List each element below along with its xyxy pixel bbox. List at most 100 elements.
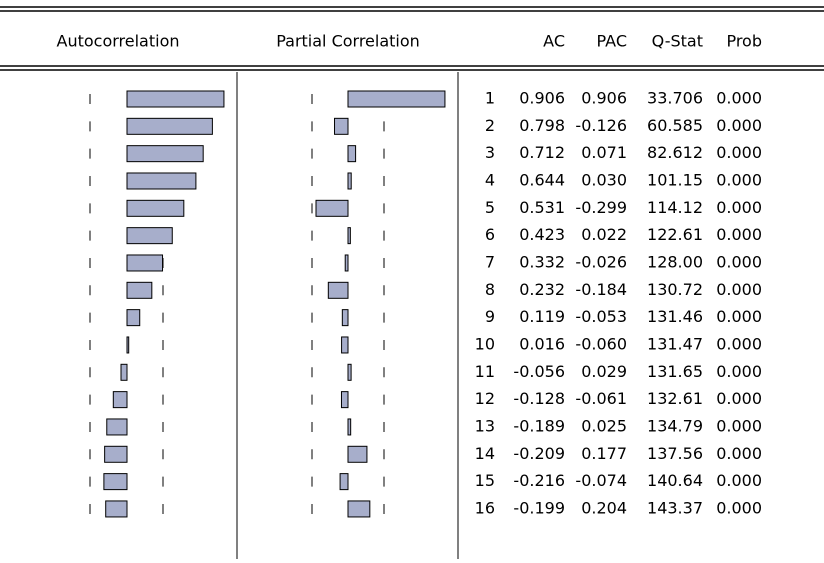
cell: 6	[485, 225, 495, 244]
pac-bar	[347, 500, 371, 518]
ac-bar	[126, 227, 173, 245]
cell: 0.000	[716, 143, 762, 162]
cell: 2	[485, 116, 495, 135]
cell: 140.64	[647, 471, 703, 490]
cell: 132.61	[647, 389, 703, 408]
cell: -0.209	[513, 444, 565, 463]
cell: 0.022	[581, 225, 627, 244]
cell: 0.000	[716, 89, 762, 108]
cell: -0.074	[575, 471, 627, 490]
ac-bar	[126, 254, 164, 272]
cell: -0.061	[575, 389, 627, 408]
cell: 137.56	[647, 444, 703, 463]
pac-bar	[339, 473, 349, 491]
ac-bar	[126, 281, 153, 299]
cell: 0.232	[519, 280, 565, 299]
cell: 0.000	[716, 362, 762, 381]
cell: -0.189	[513, 416, 565, 435]
cell: 130.72	[647, 280, 703, 299]
cell: 0.204	[581, 498, 627, 517]
pac-bar	[347, 90, 446, 108]
ac-bar	[112, 391, 128, 409]
cell: 0.423	[519, 225, 565, 244]
cell: 0.644	[519, 170, 565, 189]
cell: 131.46	[647, 307, 703, 326]
ac-bar	[126, 90, 225, 108]
pac-bar	[347, 172, 352, 190]
ac-bar	[126, 117, 213, 135]
cell: -0.060	[575, 334, 627, 353]
cell: 0.030	[581, 170, 627, 189]
cell: 33.706	[647, 89, 703, 108]
cell: 13	[475, 416, 495, 435]
cell: 60.585	[647, 116, 703, 135]
cell: 82.612	[647, 143, 703, 162]
pac-bar	[315, 199, 349, 217]
pac-bar	[334, 117, 349, 135]
cell: 0.000	[716, 444, 762, 463]
header: Q-Stat	[652, 32, 703, 51]
pac-bar	[341, 309, 349, 327]
cell: 143.37	[647, 498, 703, 517]
cell: 4	[485, 170, 495, 189]
cell: 15	[475, 471, 495, 490]
cell: 131.65	[647, 362, 703, 381]
pac-bar	[347, 363, 352, 381]
pac-bar	[347, 445, 368, 463]
cell: 8	[485, 280, 495, 299]
cell: 0.000	[716, 170, 762, 189]
ac-bar	[106, 418, 128, 436]
ac-bar	[120, 363, 128, 381]
cell: 0.000	[716, 334, 762, 353]
pac-bar	[341, 336, 349, 354]
cell: 128.00	[647, 252, 703, 271]
cell: 0.798	[519, 116, 565, 135]
cell: 1	[485, 89, 495, 108]
cell: 0.000	[716, 225, 762, 244]
ac-bar	[103, 473, 128, 491]
cell: 0.000	[716, 389, 762, 408]
cell: 16	[475, 498, 495, 517]
cell: 0.000	[716, 416, 762, 435]
cell: -0.128	[513, 389, 565, 408]
ac-bar	[104, 445, 128, 463]
cell: 0.332	[519, 252, 565, 271]
cell: 3	[485, 143, 495, 162]
cell: -0.026	[575, 252, 627, 271]
cell: -0.299	[575, 198, 627, 217]
cell: 0.000	[716, 280, 762, 299]
pac-bar	[347, 227, 351, 245]
cell: 5	[485, 198, 495, 217]
cell: 0.000	[716, 198, 762, 217]
pac-bar	[347, 145, 357, 163]
cell: 122.61	[647, 225, 703, 244]
cell: 7	[485, 252, 495, 271]
cell: -0.199	[513, 498, 565, 517]
cell: 0.177	[581, 444, 627, 463]
ac-bar	[126, 172, 197, 190]
ac-bar	[126, 199, 185, 217]
cell: -0.216	[513, 471, 565, 490]
ac-bar	[126, 336, 130, 354]
cell: 134.79	[647, 416, 703, 435]
cell: 12	[475, 389, 495, 408]
header: Prob	[726, 32, 762, 51]
cell: 0.906	[519, 89, 565, 108]
cell: 0.119	[519, 307, 565, 326]
cell: 0.071	[581, 143, 627, 162]
cell: 0.029	[581, 362, 627, 381]
header: Partial Correlation	[276, 32, 420, 51]
pac-bar	[347, 418, 352, 436]
header: AC	[543, 32, 565, 51]
ac-bar	[105, 500, 128, 518]
pac-bar	[344, 254, 349, 272]
ac-bar	[126, 145, 204, 163]
cell: 131.47	[647, 334, 703, 353]
cell: 10	[475, 334, 495, 353]
cell: 0.025	[581, 416, 627, 435]
cell: 11	[475, 362, 495, 381]
header: PAC	[597, 32, 627, 51]
cell: -0.053	[575, 307, 627, 326]
cell: 0.000	[716, 307, 762, 326]
